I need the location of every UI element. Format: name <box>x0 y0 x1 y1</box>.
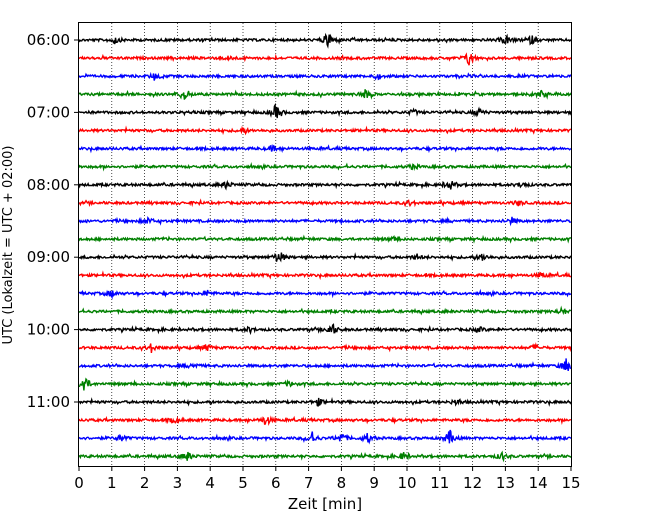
trace-0900 <box>78 252 572 263</box>
trace-0745 <box>78 161 572 172</box>
trace-1015 <box>78 342 572 353</box>
trace-0615 <box>78 52 572 66</box>
x-tick-label-13: 13 <box>496 474 515 492</box>
x-tick-label-10: 10 <box>397 474 416 492</box>
trace-0830 <box>78 216 571 227</box>
plot-frame <box>78 22 572 467</box>
x-tick-label-14: 14 <box>529 474 548 492</box>
trace-1045 <box>78 377 572 391</box>
trace-1145 <box>78 450 572 463</box>
y-tick-label-1100: 11:00 <box>27 393 70 411</box>
x-tick-label-3: 3 <box>173 474 183 492</box>
x-tick-label-15: 15 <box>561 474 580 492</box>
trace-1130 <box>78 429 572 445</box>
x-axis-ticks: 0 1 2 3 4 5 6 7 8 9 10 11 12 13 14 15 <box>74 466 581 492</box>
y-tick-label-0700: 07:00 <box>27 103 70 121</box>
x-tick-label-2: 2 <box>140 474 150 492</box>
trace-0700 <box>78 102 572 119</box>
x-tick-label-12: 12 <box>463 474 482 492</box>
y-tick-label-0800: 08:00 <box>27 176 70 194</box>
trace-0930 <box>78 288 572 300</box>
x-tick-label-1: 1 <box>107 474 117 492</box>
y-axis-label: UTC (Lokalzeit = UTC + 02:00) <box>1 146 16 345</box>
trace-0845 <box>78 234 572 244</box>
trace-0815 <box>78 198 572 208</box>
vertical-grid <box>111 23 539 466</box>
trace-0600 <box>78 32 572 49</box>
trace-1115 <box>78 415 572 426</box>
trace-1000 <box>78 323 572 336</box>
trace-0730 <box>78 144 572 154</box>
y-axis-ticks: 06:00 07:00 08:00 09:00 10:00 11:00 <box>27 31 79 411</box>
trace-0915 <box>78 270 572 281</box>
trace-0715 <box>78 125 572 136</box>
x-tick-label-7: 7 <box>304 474 314 492</box>
y-tick-label-0900: 09:00 <box>27 248 70 266</box>
y-tick-label-0600: 06:00 <box>27 31 70 49</box>
trace-0630 <box>78 71 572 81</box>
trace-1030 <box>78 358 572 371</box>
trace-0945 <box>78 305 572 316</box>
x-tick-label-6: 6 <box>271 474 281 492</box>
x-tick-label-5: 5 <box>238 474 248 492</box>
x-tick-label-0: 0 <box>74 474 84 492</box>
x-tick-label-11: 11 <box>430 474 449 492</box>
y-tick-label-1000: 10:00 <box>27 321 70 339</box>
trace-1100 <box>78 396 572 407</box>
x-tick-label-8: 8 <box>337 474 347 492</box>
trace-0645 <box>78 89 572 100</box>
trace-rows <box>78 32 572 463</box>
trace-0800 <box>78 179 572 191</box>
x-tick-label-4: 4 <box>205 474 215 492</box>
x-axis-label: Zeit [min] <box>288 495 362 513</box>
x-tick-label-9: 9 <box>369 474 379 492</box>
